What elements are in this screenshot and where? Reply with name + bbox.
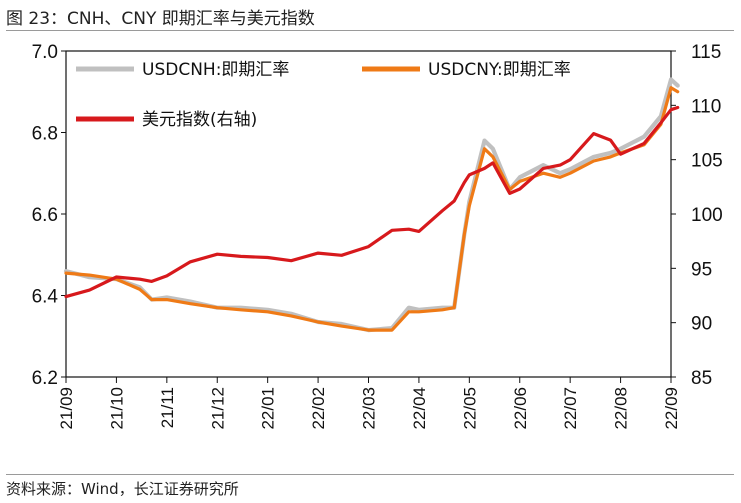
x-tick-label: 21/10 [107,387,126,430]
x-tick-label: 22/07 [561,387,580,430]
right-tick-label: 115 [691,42,721,63]
x-tick-label: 21/09 [57,387,76,430]
x-axis-ticks: 21/09 21/10 21/11 21/12 22/01 22/02 22/03 22/04… [57,377,681,430]
series-line-2 [64,86,680,332]
x-tick-label: 22/08 [612,387,631,430]
series-lines [63,77,680,333]
left-tick-label: 6.6 [32,205,58,226]
left-tick-label: 7.0 [32,42,58,63]
title-divider [6,30,734,31]
x-tick-label: 22/09 [662,387,681,430]
left-tick-label: 6.4 [32,287,59,308]
source-note: 资料来源：Wind，长江证券研究所 [6,480,239,498]
right-tick-label: 90 [691,314,712,335]
legend-label: 美元指数(右轴) [142,110,257,130]
left-tick-label: 6.2 [32,368,58,389]
x-tick-label: 22/05 [460,387,479,430]
source-divider [6,474,734,475]
series-line-1 [63,77,680,333]
x-tick-label: 21/12 [208,387,227,430]
series-line-3 [64,105,680,299]
right-tick-label: 100 [691,205,723,226]
right-axis-ticks: 85 90 95 100 105 110 115 [671,42,723,389]
x-tick-label: 22/06 [511,387,530,430]
chart-title: 图 23：CNH、CNY 即期汇率与美元指数 [6,9,315,29]
x-tick-label: 22/03 [360,387,379,430]
x-tick-label: 22/02 [309,387,328,430]
right-tick-label: 95 [691,259,712,280]
left-axis-ticks: 6.2 6.4 6.6 6.8 7.0 [32,42,66,389]
right-tick-label: 105 [691,151,723,172]
legend-label: USDCNH:即期汇率 [142,60,289,80]
x-tick-label: 21/11 [158,387,177,428]
left-tick-label: 6.8 [32,124,58,145]
right-tick-label: 110 [691,96,721,117]
x-tick-label: 22/04 [410,387,429,430]
x-tick-label: 22/01 [259,387,278,430]
legend-label: USDCNY:即期汇率 [428,60,571,80]
right-tick-label: 85 [691,368,712,389]
